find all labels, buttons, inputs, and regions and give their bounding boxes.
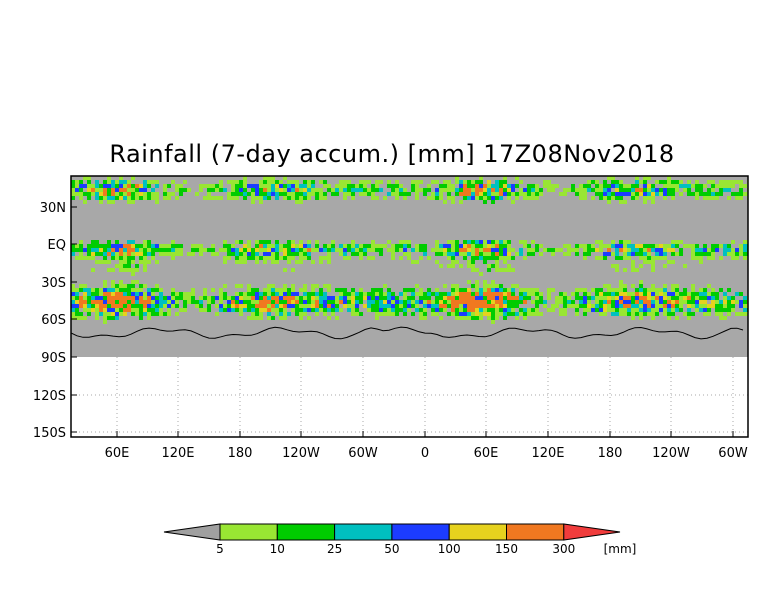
- colorbar-segment: [391, 523, 450, 541]
- rainfall-field: [71, 176, 748, 357]
- lon-tick-label: 180: [598, 446, 623, 461]
- lon-tick-label: 120W: [652, 446, 690, 461]
- lon-tick-label: 60W: [718, 446, 748, 461]
- longitude-axis: 60E 120E 180 120W 60W 0 60E 120E 180 120W 60W: [105, 431, 748, 461]
- gridlines: [71, 357, 748, 437]
- lat-tick-label: EQ: [48, 238, 66, 253]
- colorbar-label: 10: [270, 542, 285, 556]
- lon-tick-label: 120E: [531, 446, 564, 461]
- colorbar-unit: [mm]: [604, 542, 637, 556]
- lat-tick-label: 120S: [33, 389, 66, 404]
- colorbar-label: 150: [495, 542, 518, 556]
- colorbar-label: 100: [438, 542, 461, 556]
- colorbar-label: 5: [216, 542, 224, 556]
- lon-tick-label: 180: [228, 446, 253, 461]
- lon-tick-label: 60W: [348, 446, 378, 461]
- colorbar: 5 10 25 50 100 150 300 [mm]: [163, 523, 637, 556]
- lon-tick-label: 0: [421, 446, 429, 461]
- lon-tick-label: 60E: [105, 446, 130, 461]
- colorbar-segment: [334, 523, 393, 541]
- lon-tick-label: 60E: [474, 446, 499, 461]
- colorbar-segment: [506, 523, 565, 541]
- lon-tick-label: 120E: [161, 446, 194, 461]
- lat-tick-label: 30N: [40, 201, 66, 216]
- lat-tick-label: 60S: [41, 313, 66, 328]
- lat-tick-label: 90S: [41, 351, 66, 366]
- lon-tick-label: 120W: [282, 446, 320, 461]
- colorbar-high-arrow: [563, 523, 621, 541]
- colorbar-segment: [219, 523, 278, 541]
- colorbar-segment: [448, 523, 508, 541]
- colorbar-label: 300: [552, 542, 575, 556]
- colorbar-label: 50: [384, 542, 399, 556]
- colorbar-low-arrow: [163, 523, 221, 541]
- chart-title: Rainfall (7-day accum.) [mm] 17Z08Nov201…: [109, 140, 675, 168]
- colorbar-segment: [276, 523, 336, 541]
- latitude-axis: 30N EQ 30S 60S 90S 120S 150S: [33, 201, 77, 441]
- lat-tick-label: 150S: [33, 426, 66, 441]
- plot-frame: [70, 175, 749, 438]
- coastlines: [71, 326, 744, 340]
- lat-tick-label: 30S: [41, 276, 66, 291]
- colorbar-label: 25: [327, 542, 342, 556]
